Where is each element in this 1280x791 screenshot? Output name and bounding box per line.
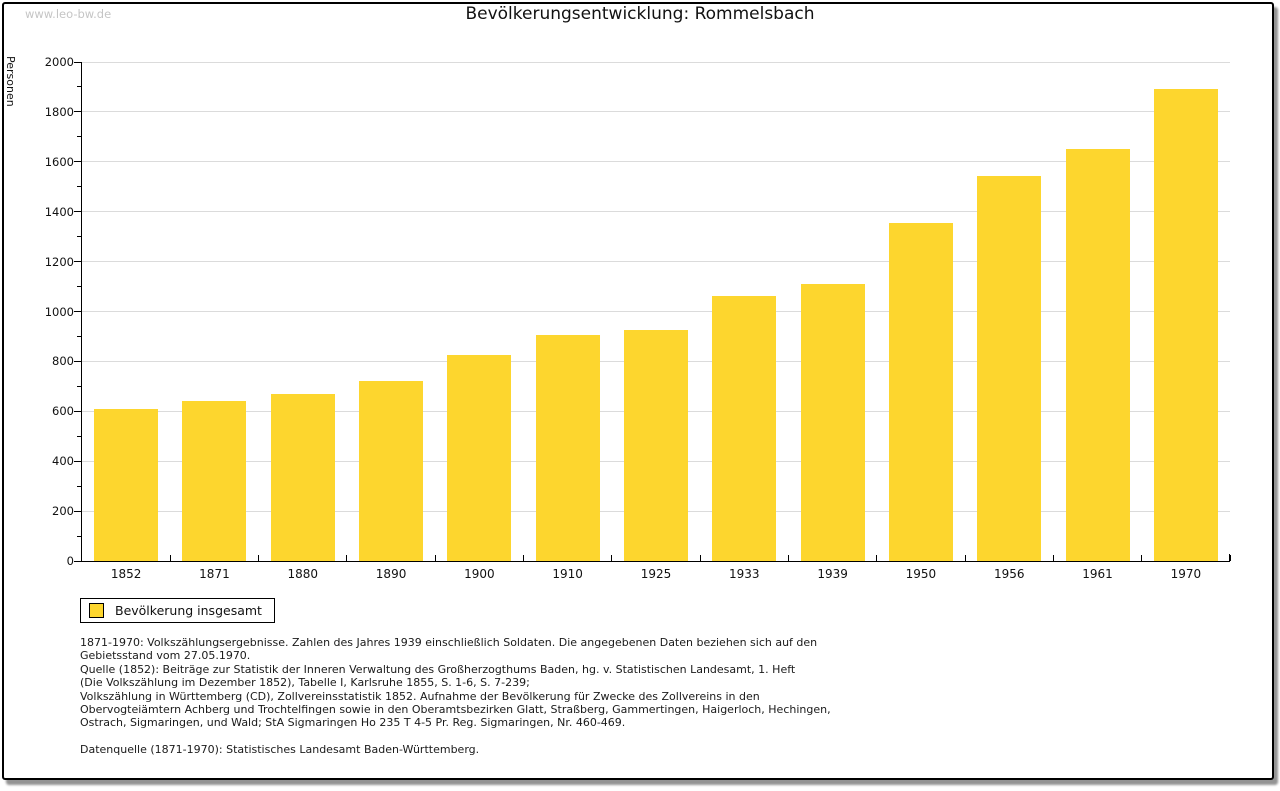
footer-line: Quelle (1852): Beiträge zur Statistik de… (80, 662, 796, 676)
y-tick-label: 800 (52, 354, 74, 369)
footer-line: Ostrach, Sigmaringen, und Wald; StA Sigm… (80, 716, 626, 730)
x-tick-label-1950: 1950 (905, 567, 937, 581)
y-tick-400 (74, 460, 81, 462)
y-tick-label: 2000 (44, 55, 74, 69)
y-axis-line (81, 62, 82, 562)
x-tick-label-1961: 1961 (1082, 567, 1113, 581)
y-tick-label: 1800 (44, 104, 74, 119)
footer-line: Gebietsstand vom 27.05.1970. (80, 649, 251, 663)
x-axis-line (81, 561, 1230, 562)
legend-swatch-icon (89, 603, 104, 618)
y-minor-tick-1700 (77, 136, 81, 138)
y-tick-800 (74, 360, 81, 362)
y-tick-label: 0 (66, 554, 74, 568)
y-tick-label: 400 (52, 454, 74, 469)
x-tick-label-1910: 1910 (552, 567, 583, 581)
y-tick-1000 (74, 311, 81, 312)
y-minor-tick-1100 (77, 286, 81, 288)
footer-line: Datenquelle (1871-1970): Statistisches L… (80, 743, 480, 757)
x-tick-boundary (964, 555, 966, 561)
y-minor-tick-300 (77, 485, 81, 487)
y-tick-1400 (74, 211, 81, 213)
y-tick-2000 (74, 61, 81, 63)
x-tick-label-1970: 1970 (1170, 567, 1202, 581)
y-minor-tick-700 (77, 385, 81, 387)
y-axis-top-tick (82, 62, 89, 63)
y-tick-label: 1200 (44, 254, 74, 269)
x-tick-label-1925: 1925 (640, 567, 672, 581)
bar-1925 (624, 330, 688, 561)
chart-title: Bevölkerungsentwicklung: Rommelsbach (465, 4, 815, 24)
bar-1970 (1153, 89, 1218, 561)
x-tick-boundary (1229, 555, 1231, 561)
gridline-1800 (82, 111, 1230, 113)
plot-area: 0 200 400 600 800 1000 1200 1400 1600 1800 2000 185… (45, 55, 1231, 581)
x-tick-boundary (876, 555, 878, 561)
y-tick-1200 (74, 261, 81, 263)
footer-line: Volkszählung in Württemberg (CD), Zollve… (80, 689, 760, 703)
y-tick-label: 1400 (44, 204, 74, 219)
gridline-2000 (82, 61, 1230, 63)
watermark-leo-bw: www.leo-bw.de (25, 7, 112, 21)
footer-line: Obervogteiämtern Achberg und Trochtelfin… (80, 703, 831, 717)
bar-1871 (182, 401, 247, 561)
bar-1910 (535, 335, 600, 561)
gridline-1200 (82, 261, 1230, 263)
y-minor-tick-500 (77, 435, 81, 437)
x-tick-label-1880: 1880 (287, 567, 319, 581)
x-tick-label-1900: 1900 (464, 567, 495, 581)
y-tick-1600 (74, 161, 81, 163)
x-tick-label-1933: 1933 (729, 567, 760, 581)
legend: Bevölkerung insgesamt (80, 598, 275, 623)
x-tick-label-1871: 1871 (199, 567, 230, 581)
y-tick-label: 1000 (44, 304, 74, 319)
x-tick-label-1939: 1939 (817, 567, 848, 581)
x-tick-boundary (434, 555, 436, 561)
y-tick-label: 1600 (44, 154, 74, 169)
x-tick-boundary (346, 555, 348, 561)
x-tick-boundary (699, 555, 701, 561)
bar-1900 (447, 355, 512, 561)
gridline-1000 (82, 311, 1230, 312)
x-tick-boundary (258, 555, 260, 561)
bar-1950 (888, 223, 953, 561)
x-tick-label-1852: 1852 (110, 567, 142, 581)
footer-line: (Die Volkszählung im Dezember 1852), Tab… (80, 676, 530, 690)
footer-source-notes: 1871-1970: Volkszählungsergebnisse. Zahl… (80, 636, 940, 757)
x-tick-boundary (1052, 555, 1054, 561)
legend-label: Bevölkerung insgesamt (115, 603, 262, 618)
footer-spacer (80, 730, 940, 743)
x-tick-label-1956: 1956 (993, 567, 1025, 581)
x-tick-boundary (523, 555, 525, 561)
y-minor-tick-1500 (77, 186, 81, 188)
y-axis-label: Personen (4, 56, 17, 107)
y-tick-1800 (74, 111, 81, 113)
bar-1880 (270, 394, 335, 561)
y-tick-label: 200 (52, 504, 74, 519)
y-tick-600 (74, 410, 81, 412)
bar-1961 (1065, 149, 1130, 561)
y-minor-tick-100 (77, 535, 81, 537)
gridline-1400 (82, 211, 1230, 213)
y-minor-tick-1300 (77, 236, 81, 238)
x-tick-boundary (787, 555, 789, 561)
bar-1956 (977, 176, 1042, 561)
x-tick-boundary (169, 555, 171, 561)
x-tick-boundary (1141, 555, 1143, 561)
gridline-1600 (82, 161, 1230, 163)
y-minor-tick-900 (77, 335, 81, 337)
x-tick-boundary (611, 555, 613, 561)
y-tick-0 (74, 560, 81, 562)
y-minor-tick-1900 (77, 86, 81, 88)
bar-1852 (94, 409, 159, 561)
bar-1890 (359, 381, 424, 561)
y-tick-200 (74, 510, 81, 512)
bar-1939 (800, 284, 865, 561)
y-tick-label: 600 (52, 404, 74, 419)
bar-1933 (712, 296, 777, 561)
footer-line: 1871-1970: Volkszählungsergebnisse. Zahl… (80, 636, 818, 649)
x-tick-label-1890: 1890 (375, 567, 407, 581)
